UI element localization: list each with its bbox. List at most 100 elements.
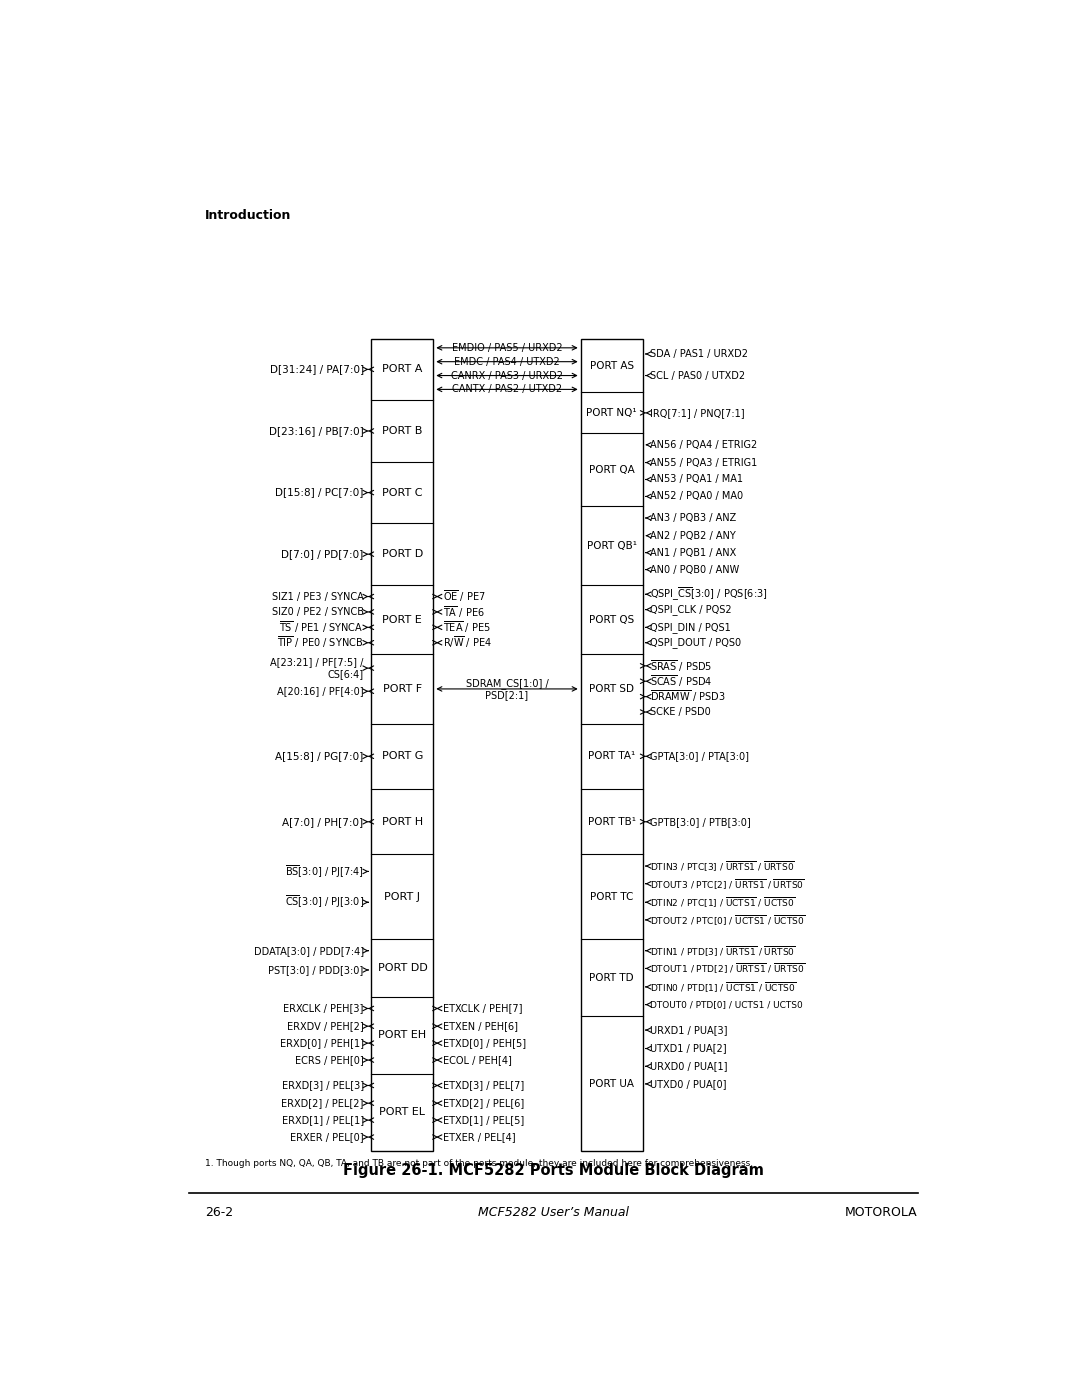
Text: PORT UA: PORT UA — [589, 1078, 634, 1088]
Text: 26-2: 26-2 — [205, 1206, 233, 1220]
Text: DTIN2 / PTC[1] / $\overline{\rm UCTS1}$ / $\overline{\rm UCTS0}$: DTIN2 / PTC[1] / $\overline{\rm UCTS1}$ … — [650, 895, 796, 909]
Text: ERXDV / PEH[2]: ERXDV / PEH[2] — [287, 1021, 364, 1031]
Text: DTIN1 / PTD[3] / $\overline{\rm URTS1}$ / $\overline{\rm URTS0}$: DTIN1 / PTD[3] / $\overline{\rm URTS1}$ … — [650, 944, 796, 958]
Text: URXD0 / PUA[1]: URXD0 / PUA[1] — [650, 1062, 728, 1071]
Text: $\overline{\rm OE}$ / PE7: $\overline{\rm OE}$ / PE7 — [443, 588, 485, 605]
Text: PORT QB¹: PORT QB¹ — [586, 541, 636, 550]
Text: EMDC / PAS4 / UTXD2: EMDC / PAS4 / UTXD2 — [454, 356, 559, 366]
Text: QSPI_$\overline{\rm CS}$[3:0] / PQS[6:3]: QSPI_$\overline{\rm CS}$[3:0] / PQS[6:3] — [650, 585, 768, 604]
Text: DTIN3 / PTC[3] / $\overline{\rm URTS1}$ / $\overline{\rm URTS0}$: DTIN3 / PTC[3] / $\overline{\rm URTS1}$ … — [650, 859, 795, 873]
Text: PORT NQ¹: PORT NQ¹ — [586, 408, 637, 418]
Text: ERXD[3] / PEL[3]: ERXD[3] / PEL[3] — [282, 1080, 364, 1091]
Text: DTOUT0 / PTD[0] / UCTS1 / UCTS0: DTOUT0 / PTD[0] / UCTS1 / UCTS0 — [650, 1000, 804, 1009]
Text: PORT EL: PORT EL — [379, 1108, 426, 1118]
Text: DDATA[3:0] / PDD[7:4]: DDATA[3:0] / PDD[7:4] — [254, 946, 364, 956]
Text: AN3 / PQB3 / ANZ: AN3 / PQB3 / ANZ — [650, 513, 737, 522]
Text: $\overline{\rm TS}$ / PE1 / SYNCA: $\overline{\rm TS}$ / PE1 / SYNCA — [280, 620, 364, 636]
Text: D[31:24] / PA[7:0]: D[31:24] / PA[7:0] — [270, 365, 364, 374]
Text: D[23:16] / PB[7:0]: D[23:16] / PB[7:0] — [269, 426, 364, 436]
Text: AN2 / PQB2 / ANY: AN2 / PQB2 / ANY — [650, 531, 737, 541]
Text: ECOL / PEH[4]: ECOL / PEH[4] — [443, 1055, 512, 1065]
Text: $\overline{\rm TA}$ / PE6: $\overline{\rm TA}$ / PE6 — [443, 605, 484, 620]
Text: QSPI_DOUT / PQS0: QSPI_DOUT / PQS0 — [650, 637, 742, 648]
Text: CANRX / PAS3 / URXD2: CANRX / PAS3 / URXD2 — [451, 370, 563, 380]
Text: AN56 / PQA4 / ETRIG2: AN56 / PQA4 / ETRIG2 — [650, 440, 758, 450]
Text: UTXD0 / PUA[0]: UTXD0 / PUA[0] — [650, 1078, 727, 1088]
Text: A[23:21] / PF[7:5] /
CS[6:4]: A[23:21] / PF[7:5] / CS[6:4] — [270, 658, 364, 679]
Text: PORT QS: PORT QS — [589, 615, 634, 624]
Text: PORT AS: PORT AS — [590, 360, 634, 370]
Text: ETXD[0] / PEH[5]: ETXD[0] / PEH[5] — [443, 1038, 526, 1048]
Text: ERXD[2] / PEL[2]: ERXD[2] / PEL[2] — [281, 1098, 364, 1108]
Text: ETXD[2] / PEL[6]: ETXD[2] / PEL[6] — [443, 1098, 524, 1108]
Text: AN52 / PQA0 / MA0: AN52 / PQA0 / MA0 — [650, 492, 743, 502]
Text: SIZ1 / PE3 / SYNCA: SIZ1 / PE3 / SYNCA — [272, 591, 364, 602]
Text: ETXER / PEL[4]: ETXER / PEL[4] — [443, 1132, 515, 1143]
Text: ETXEN / PEH[6]: ETXEN / PEH[6] — [443, 1021, 517, 1031]
Text: $\overline{\rm BS}$[3:0] / PJ[7:4]: $\overline{\rm BS}$[3:0] / PJ[7:4] — [285, 863, 364, 880]
Text: AN0 / PQB0 / ANW: AN0 / PQB0 / ANW — [650, 564, 740, 574]
Text: SIZ0 / PE2 / SYNCB: SIZ0 / PE2 / SYNCB — [272, 606, 364, 617]
Text: PORT A: PORT A — [382, 365, 422, 374]
Text: PORT TC: PORT TC — [590, 891, 633, 902]
Text: ERXCLK / PEH[3]: ERXCLK / PEH[3] — [283, 1003, 364, 1013]
Text: PORT EH: PORT EH — [378, 1031, 427, 1041]
Text: PORT B: PORT B — [382, 426, 422, 436]
Text: $\overline{\rm CS}$[3:0] / PJ[3:0]: $\overline{\rm CS}$[3:0] / PJ[3:0] — [284, 894, 364, 911]
Text: EMDIO / PAS5 / URXD2: EMDIO / PAS5 / URXD2 — [451, 342, 563, 353]
Text: R/$\overline{\rm W}$ / PE4: R/$\overline{\rm W}$ / PE4 — [443, 636, 491, 651]
Text: IRQ[7:1] / PNQ[7:1]: IRQ[7:1] / PNQ[7:1] — [650, 408, 745, 418]
Text: D[7:0] / PD[7:0]: D[7:0] / PD[7:0] — [282, 549, 364, 559]
Text: PORT F: PORT F — [382, 685, 422, 694]
Text: URXD1 / PUA[3]: URXD1 / PUA[3] — [650, 1025, 728, 1035]
Text: ETXD[1] / PEL[5]: ETXD[1] / PEL[5] — [443, 1115, 524, 1125]
Text: ERXD[0] / PEH[1]: ERXD[0] / PEH[1] — [280, 1038, 364, 1048]
Text: ERXER / PEL[0]: ERXER / PEL[0] — [291, 1132, 364, 1143]
Text: DTIN0 / PTD[1] / $\overline{\rm UCTS1}$ / $\overline{\rm UCTS0}$: DTIN0 / PTD[1] / $\overline{\rm UCTS1}$ … — [650, 979, 796, 993]
Text: UTXD1 / PUA[2]: UTXD1 / PUA[2] — [650, 1044, 727, 1053]
Text: A[20:16] / PF[4:0]: A[20:16] / PF[4:0] — [276, 686, 364, 696]
Bar — [581, 338, 643, 1151]
Text: ETXCLK / PEH[7]: ETXCLK / PEH[7] — [443, 1003, 522, 1013]
Text: $\overline{\rm SCAS}$ / PSD4: $\overline{\rm SCAS}$ / PSD4 — [650, 673, 713, 689]
Text: DTOUT2 / PTC[0] / $\overline{\rm UCTS1}$ / $\overline{\rm UCTS0}$: DTOUT2 / PTC[0] / $\overline{\rm UCTS1}$… — [650, 912, 806, 928]
Text: Figure 26-1. MCF5282 Ports Module Block Diagram: Figure 26-1. MCF5282 Ports Module Block … — [343, 1162, 764, 1178]
Text: GPTA[3:0] / PTA[3:0]: GPTA[3:0] / PTA[3:0] — [650, 752, 750, 761]
Text: PORT J: PORT J — [384, 891, 420, 902]
Text: DTOUT3 / PTC[2] / $\overline{\rm URTS1}$ / $\overline{\rm URTS0}$: DTOUT3 / PTC[2] / $\overline{\rm URTS1}$… — [650, 877, 805, 891]
Bar — [372, 338, 433, 1151]
Text: PORT QA: PORT QA — [589, 465, 635, 475]
Text: $\overline{\rm SRAS}$ / PSD5: $\overline{\rm SRAS}$ / PSD5 — [650, 658, 713, 673]
Text: A[15:8] / PG[7:0]: A[15:8] / PG[7:0] — [275, 752, 364, 761]
Text: $\overline{\rm DRAMW}$ / PSD3: $\overline{\rm DRAMW}$ / PSD3 — [650, 689, 726, 704]
Text: PORT TA¹: PORT TA¹ — [588, 752, 635, 761]
Text: SDA / PAS1 / URXD2: SDA / PAS1 / URXD2 — [650, 349, 748, 359]
Text: PORT H: PORT H — [382, 817, 423, 827]
Text: PORT E: PORT E — [382, 615, 422, 624]
Text: SCKE / PSD0: SCKE / PSD0 — [650, 707, 711, 717]
Text: QSPI_CLK / PQS2: QSPI_CLK / PQS2 — [650, 604, 732, 615]
Text: GPTB[3:0] / PTB[3:0]: GPTB[3:0] / PTB[3:0] — [650, 817, 751, 827]
Text: SDRAM_CS[1:0] /
PSD[2:1]: SDRAM_CS[1:0] / PSD[2:1] — [465, 678, 549, 700]
Text: PORT SD: PORT SD — [589, 685, 634, 694]
Text: PORT D: PORT D — [381, 549, 423, 559]
Text: ERXD[1] / PEL[1]: ERXD[1] / PEL[1] — [282, 1115, 364, 1125]
Text: 1. Though ports NQ, QA, QB, TA, and TB are not part of the ports module, they ar: 1. Though ports NQ, QA, QB, TA, and TB a… — [205, 1158, 753, 1168]
Text: SCL / PAS0 / UTXD2: SCL / PAS0 / UTXD2 — [650, 370, 745, 380]
Text: DTOUT1 / PTD[2] / $\overline{\rm URTS1}$ / $\overline{\rm URTS0}$: DTOUT1 / PTD[2] / $\overline{\rm URTS1}$… — [650, 961, 806, 975]
Text: PORT TB¹: PORT TB¹ — [588, 817, 636, 827]
Text: CANTX / PAS2 / UTXD2: CANTX / PAS2 / UTXD2 — [451, 384, 562, 394]
Text: QSPI_DIN / PQS1: QSPI_DIN / PQS1 — [650, 622, 731, 633]
Text: MOTOROLA: MOTOROLA — [846, 1206, 918, 1220]
Text: PORT G: PORT G — [381, 752, 423, 761]
Text: MCF5282 User’s Manual: MCF5282 User’s Manual — [478, 1206, 629, 1220]
Text: D[15:8] / PC[7:0]: D[15:8] / PC[7:0] — [275, 488, 364, 497]
Text: PST[3:0] / PDD[3:0]: PST[3:0] / PDD[3:0] — [268, 965, 364, 975]
Text: AN53 / PQA1 / MA1: AN53 / PQA1 / MA1 — [650, 475, 743, 485]
Text: PORT C: PORT C — [382, 488, 422, 497]
Text: AN1 / PQB1 / ANX: AN1 / PQB1 / ANX — [650, 548, 737, 557]
Text: PORT TD: PORT TD — [590, 972, 634, 982]
Text: ETXD[3] / PEL[7]: ETXD[3] / PEL[7] — [443, 1080, 524, 1091]
Text: PORT DD: PORT DD — [378, 963, 428, 974]
Text: $\overline{\rm TEA}$ / PE5: $\overline{\rm TEA}$ / PE5 — [443, 620, 490, 636]
